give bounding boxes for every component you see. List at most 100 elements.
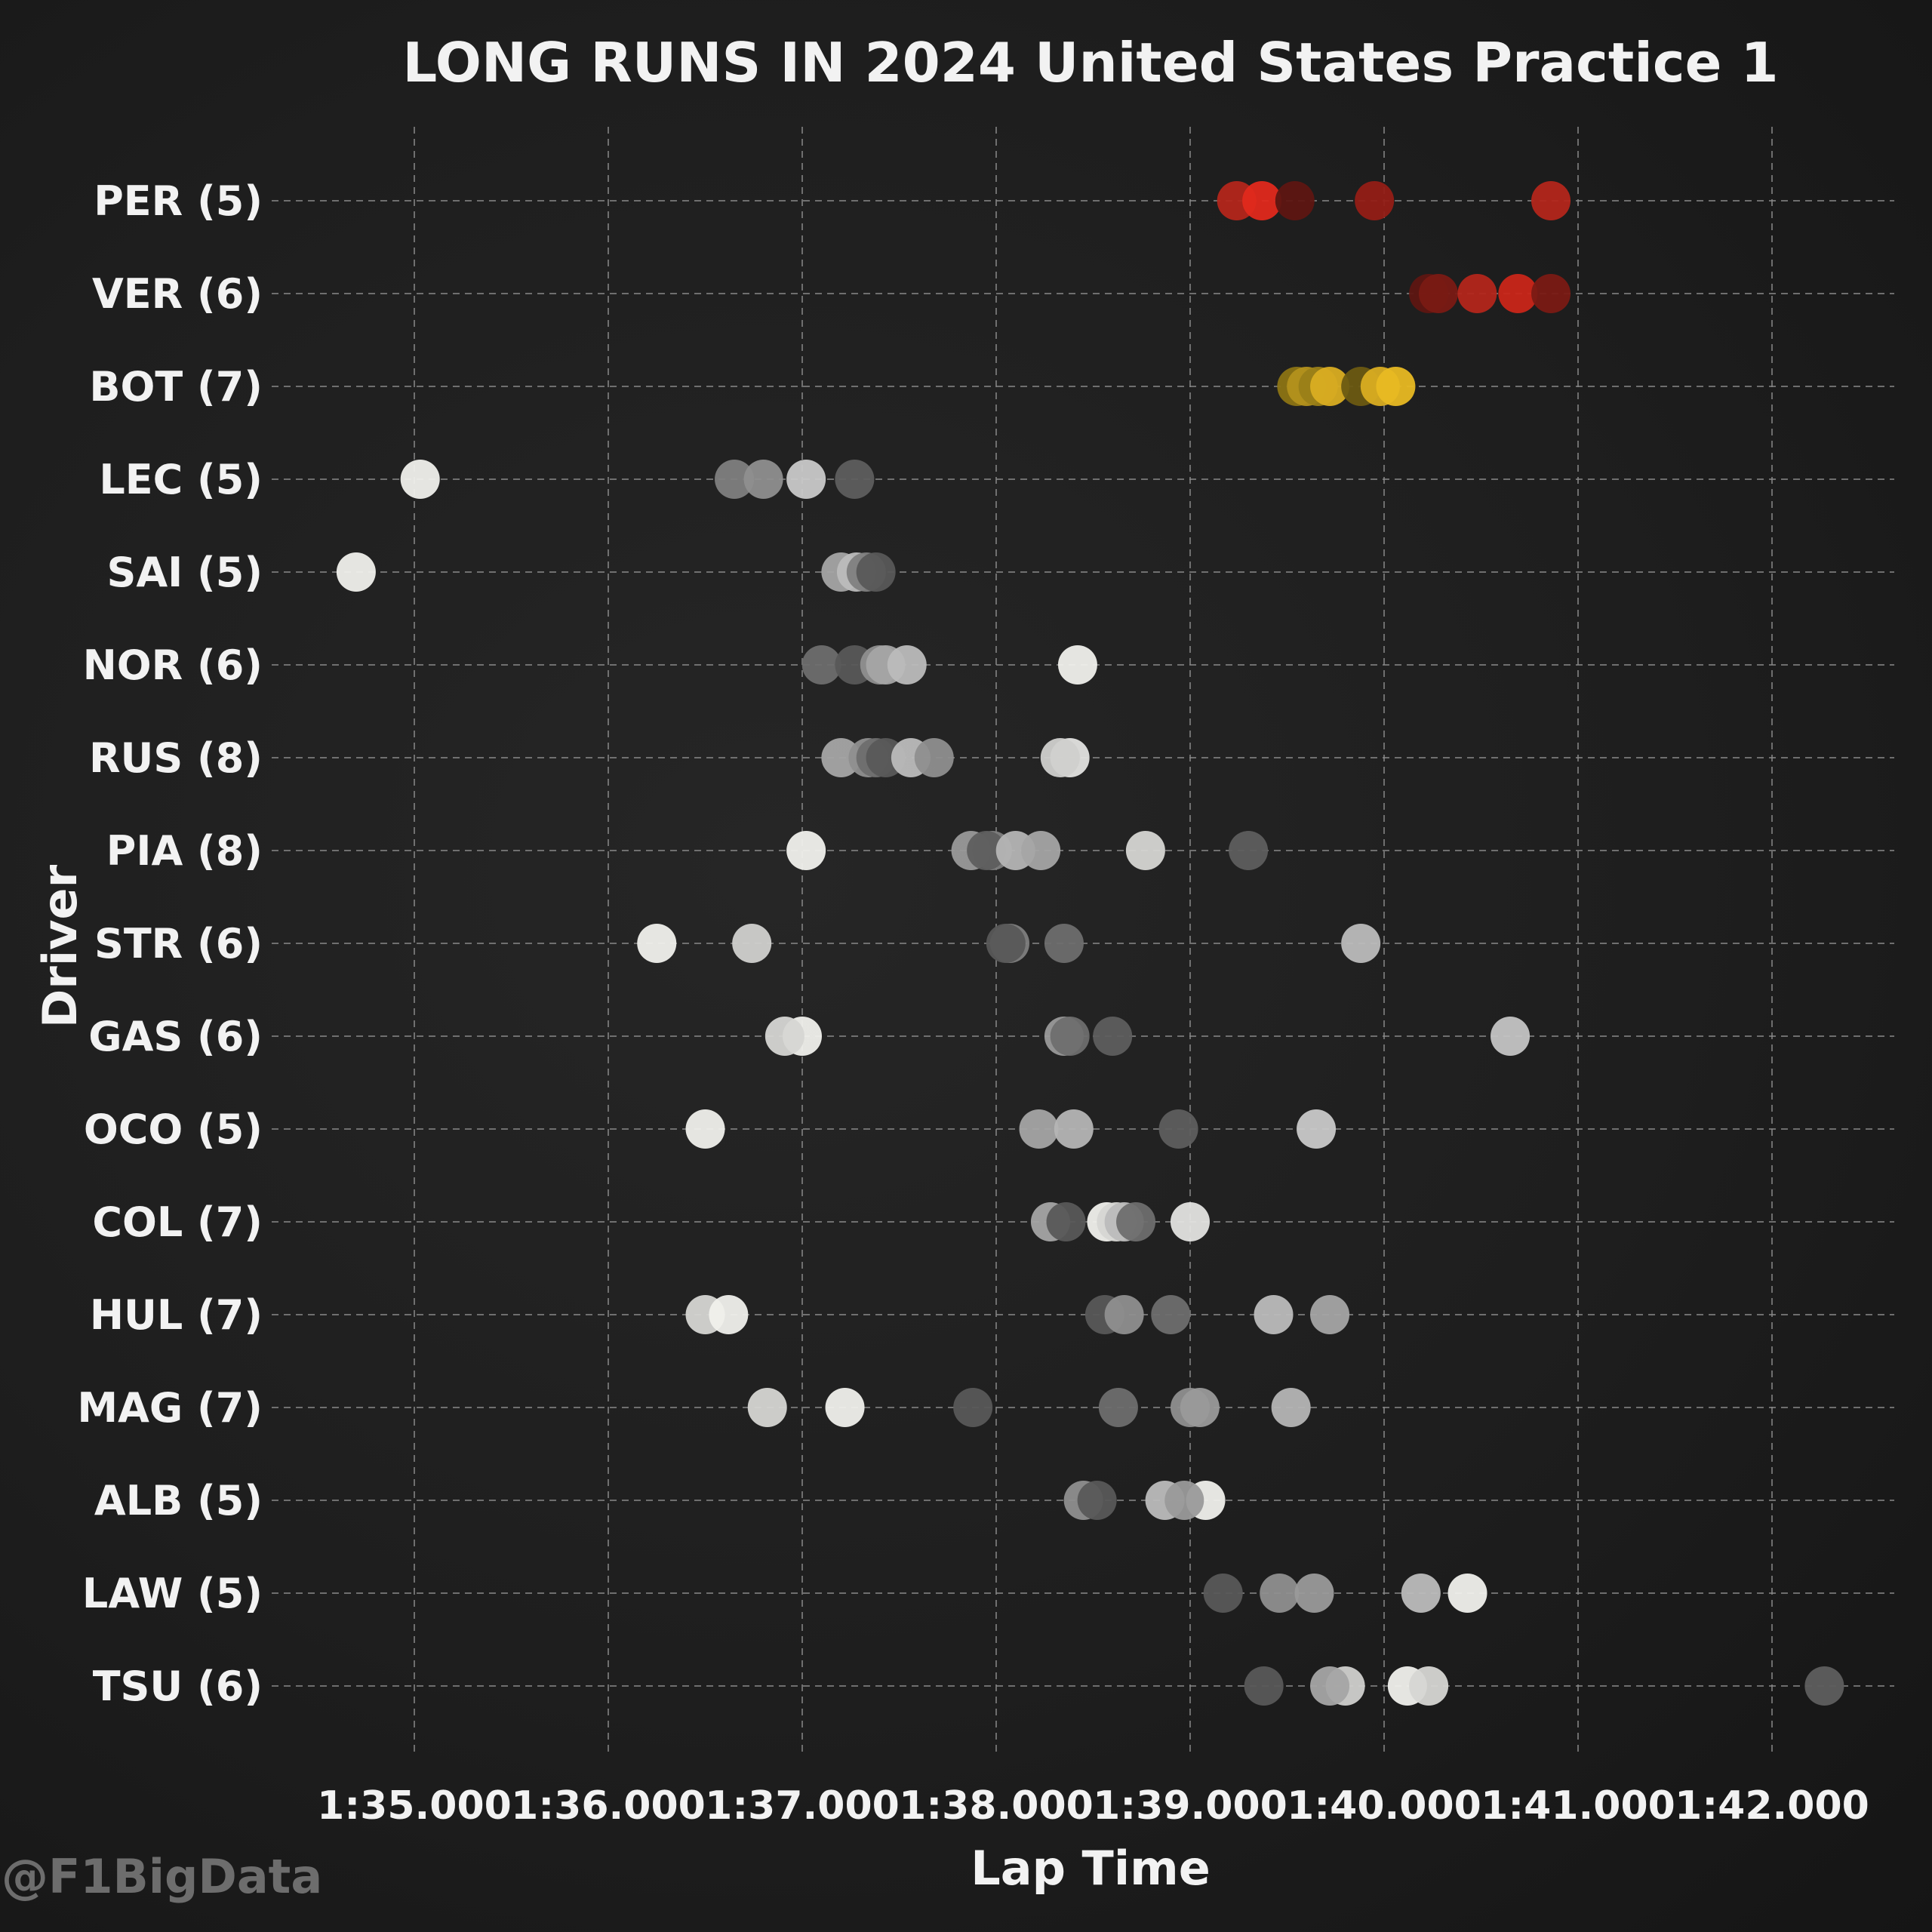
lap-point: [1275, 181, 1315, 220]
lap-point: [1054, 1109, 1094, 1149]
driver-laps-3: [400, 460, 875, 499]
lap-point: [1804, 1666, 1844, 1706]
y-tick-label: BOT (7): [89, 363, 263, 411]
lap-point: [1098, 1388, 1138, 1427]
lap-point: [1046, 1202, 1086, 1241]
lap-point: [1104, 1295, 1144, 1334]
lap-point: [1151, 1295, 1191, 1334]
lap-point: [709, 1295, 749, 1334]
y-tick-label: OCO (5): [84, 1106, 263, 1153]
x-tick-label: 1:36.000: [511, 1783, 706, 1829]
y-tick-label: TSU (6): [93, 1663, 263, 1710]
lap-point: [1447, 1574, 1487, 1613]
lap-point: [1355, 181, 1395, 220]
lap-point: [825, 1388, 865, 1427]
y-tick-labels: PER (5) VER (6) BOT (7) LEC (5) SAI (5) NOR (…: [77, 177, 263, 1710]
lap-point: [1260, 1574, 1300, 1613]
y-tick-label: GAS (6): [88, 1013, 263, 1060]
x-tick-label: 1:37.000: [705, 1783, 900, 1829]
driver-laps-12: [685, 1295, 1350, 1334]
lap-point: [1457, 274, 1497, 313]
lap-point: [1021, 831, 1061, 870]
lap-point: [1531, 181, 1571, 220]
lap-point: [1271, 1388, 1311, 1427]
lap-point: [986, 924, 1026, 963]
lap-point: [1077, 1481, 1117, 1520]
lap-point: [1050, 1017, 1090, 1056]
driver-laps-5: [801, 645, 1097, 685]
y-tick-label: LEC (5): [99, 456, 263, 503]
lap-point: [1401, 1574, 1441, 1613]
lap-point: [685, 1109, 725, 1149]
driver-laps-4: [336, 552, 896, 592]
driver-laps-13: [747, 1388, 1311, 1427]
x-tick-label: 1:35.000: [317, 1783, 512, 1829]
y-tick-label: NOR (6): [83, 641, 263, 689]
lap-point: [1244, 1666, 1284, 1706]
x-tick-label: 1:40.000: [1287, 1783, 1481, 1829]
driver-laps-14: [1063, 1481, 1226, 1520]
lap-points: [336, 181, 1844, 1706]
lap-point: [953, 1388, 993, 1427]
lap-point: [1229, 831, 1269, 870]
lap-point: [747, 1388, 787, 1427]
driver-laps-8: [637, 924, 1381, 963]
lap-point: [1341, 924, 1381, 963]
lap-point: [821, 738, 861, 777]
lap-point: [732, 924, 772, 963]
lap-point: [856, 552, 896, 592]
chart-title: LONG RUNS IN 2024 United States Practice…: [402, 31, 1778, 94]
lap-point: [1310, 367, 1350, 406]
lap-point: [887, 645, 927, 685]
x-tick-label: 1:42.000: [1675, 1783, 1869, 1829]
watermark: @F1BigData: [2, 1849, 322, 1904]
x-axis-title: Lap Time: [971, 1841, 1211, 1896]
driver-laps-1: [1409, 274, 1571, 313]
driver-laps-11: [1030, 1202, 1210, 1241]
x-tick-label: 1:41.000: [1481, 1783, 1675, 1829]
lap-point: [1044, 924, 1084, 963]
driver-laps-15: [1203, 1574, 1487, 1613]
lap-point: [1254, 1295, 1294, 1334]
lap-point: [786, 460, 826, 499]
lap-point: [400, 460, 440, 499]
y-tick-label: PER (5): [94, 177, 263, 225]
lap-point: [1310, 1666, 1350, 1706]
lap-point: [1294, 1574, 1334, 1613]
lap-point: [764, 1017, 804, 1056]
lap-point: [715, 460, 755, 499]
y-tick-label: VER (6): [92, 270, 263, 318]
y-tick-label: LAW (5): [82, 1570, 263, 1617]
lap-point: [1180, 1388, 1220, 1427]
lap-point: [1040, 738, 1080, 777]
lap-point: [336, 552, 376, 592]
y-tick-label: PIA (8): [106, 827, 263, 875]
y-tick-label: ALB (5): [94, 1477, 263, 1524]
lap-point: [1116, 1202, 1156, 1241]
driver-laps-9: [764, 1017, 1531, 1056]
driver-laps-16: [1244, 1666, 1844, 1706]
lap-point: [1418, 274, 1458, 313]
lap-point: [1125, 831, 1165, 870]
lap-point: [914, 738, 954, 777]
y-tick-label: HUL (7): [90, 1291, 263, 1339]
y-tick-label: COL (7): [92, 1198, 263, 1246]
y-tick-label: SAI (5): [106, 549, 263, 596]
x-tick-label: 1:38.000: [899, 1783, 1094, 1829]
lap-point: [1019, 1109, 1059, 1149]
y-tick-label: MAG (7): [77, 1384, 263, 1432]
lap-point: [1057, 645, 1097, 685]
lap-point: [1093, 1017, 1133, 1056]
lap-point: [1531, 274, 1571, 313]
driver-laps-10: [685, 1109, 1337, 1149]
lap-point: [1164, 1481, 1204, 1520]
driver-laps-7: [786, 831, 1269, 870]
driver-laps-6: [821, 738, 1090, 777]
lap-point: [835, 460, 875, 499]
lap-point: [637, 924, 677, 963]
lap-point: [1297, 1109, 1337, 1149]
driver-laps-2: [1277, 367, 1416, 406]
driver-laps-0: [1217, 181, 1571, 220]
